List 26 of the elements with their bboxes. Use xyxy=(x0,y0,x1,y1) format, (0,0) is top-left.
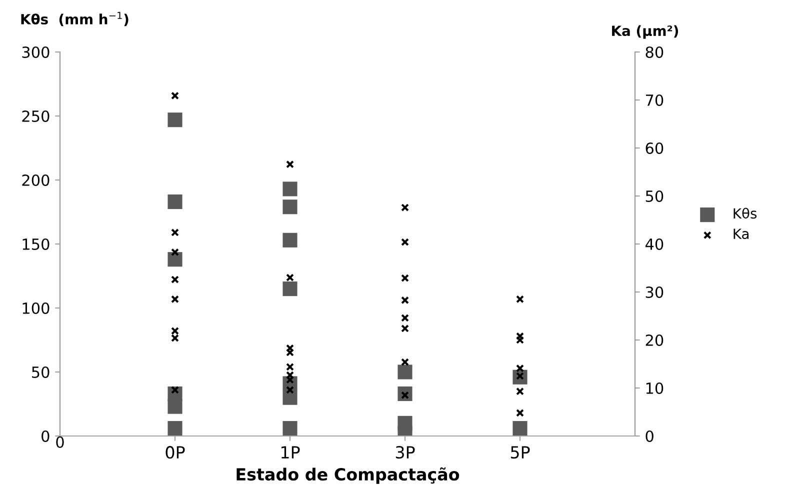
x-tick-label: 5P xyxy=(510,446,530,459)
legend-label: Ka xyxy=(734,228,749,240)
y2-tick-label: 40 xyxy=(645,238,664,250)
y2-tick-label: 10 xyxy=(646,382,664,394)
y-tick-label: 0 xyxy=(42,430,50,442)
y-tick-label: 300 xyxy=(22,46,50,58)
y-tick-label: 200 xyxy=(22,174,50,186)
x-tick-label: 0P xyxy=(166,446,185,459)
y2-tick-label: 50 xyxy=(646,190,664,202)
y2-tick-label: 20 xyxy=(646,334,664,346)
y2-tick-label: 70 xyxy=(646,94,664,106)
y2-tick-label: 0 xyxy=(646,430,654,442)
y2-tick-label: 60 xyxy=(646,142,664,154)
y-tick-label: 150 xyxy=(22,238,50,250)
legend-label: Kθs xyxy=(734,208,757,219)
x-tick-label: 1P xyxy=(282,446,300,458)
y-axis-title: Kθs (mm h$^{−1}$) xyxy=(21,12,128,26)
y-tick-label: 250 xyxy=(22,110,50,122)
y2-tick-label: 30 xyxy=(646,286,664,298)
y2-axis-title: Ka (µm²) xyxy=(612,25,678,39)
y2-tick-label: 80 xyxy=(646,46,664,58)
y-tick-label: 100 xyxy=(22,302,50,314)
text: 0 xyxy=(56,436,64,448)
x-tick-label: 3P xyxy=(396,446,415,459)
x-axis-title: Estado de Compactação xyxy=(236,467,460,484)
y-tick-label: 50 xyxy=(32,366,50,378)
